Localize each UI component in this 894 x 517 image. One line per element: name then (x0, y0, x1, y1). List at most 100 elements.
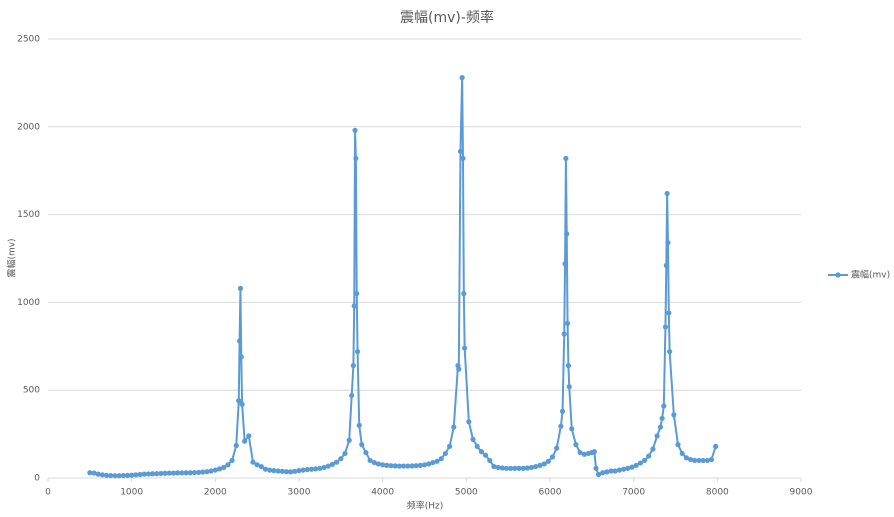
data-point (577, 449, 583, 456)
y-tick-label: 1500 (17, 210, 40, 220)
data-point (413, 463, 419, 469)
data-point (137, 471, 143, 478)
data-point (95, 471, 101, 477)
data-point (438, 456, 444, 462)
data-point (334, 459, 340, 465)
y-tick-label: 500 (23, 386, 40, 396)
data-point (325, 463, 331, 469)
data-point (549, 454, 556, 460)
data-point (300, 467, 306, 473)
data-point (457, 148, 464, 154)
data-point (400, 463, 407, 469)
data-point (353, 155, 359, 162)
data-point (641, 457, 648, 464)
data-point (460, 155, 466, 162)
data-point (99, 472, 105, 478)
data-point (200, 469, 206, 475)
data-point (621, 466, 627, 472)
data-point (196, 469, 202, 475)
data-point (503, 465, 510, 471)
y-axis-label: 震幅(mv) (6, 238, 18, 277)
data-point (396, 463, 402, 469)
data-point (491, 463, 497, 470)
data-point (459, 75, 465, 81)
data-point (569, 426, 575, 432)
data-point (359, 442, 365, 448)
data-point (474, 443, 480, 449)
data-point (239, 401, 245, 407)
data-point (384, 462, 390, 468)
data-point (537, 462, 543, 468)
data-point (664, 190, 670, 197)
data-point (482, 452, 489, 458)
data-point (417, 462, 423, 468)
data-point (662, 324, 669, 330)
data-point (612, 468, 618, 474)
data-point (708, 456, 715, 463)
data-point (120, 472, 126, 479)
data-point (566, 384, 572, 390)
data-point (258, 463, 264, 470)
data-point (462, 345, 468, 351)
data-point (495, 464, 501, 471)
data-point (356, 422, 362, 428)
data-point (170, 470, 177, 476)
data-point (565, 363, 572, 369)
data-point (267, 467, 273, 473)
data-point (158, 470, 164, 477)
x-tick-label: 6000 (539, 488, 562, 498)
y-tick-label: 0 (34, 474, 40, 484)
data-point (216, 466, 223, 472)
data-point (233, 442, 239, 449)
data-point (351, 303, 357, 309)
data-point (250, 459, 256, 465)
data-point (421, 462, 428, 468)
data-point (687, 456, 694, 463)
data-point (329, 461, 336, 467)
data-point (388, 463, 394, 469)
data-point (629, 464, 635, 470)
data-point (563, 155, 569, 162)
data-point (608, 468, 614, 474)
data-point (562, 261, 568, 267)
data-point (661, 403, 667, 409)
data-point (129, 472, 135, 478)
chart-title: 震幅(mv)-频率 (400, 9, 494, 26)
data-point (520, 465, 526, 471)
data-point (625, 465, 631, 471)
data-point (236, 338, 243, 344)
data-point (478, 449, 484, 455)
data-point (371, 459, 377, 466)
data-point (367, 457, 373, 464)
x-tick-label: 3000 (288, 488, 311, 498)
data-point (236, 398, 242, 404)
data-point (554, 445, 560, 451)
data-point (363, 449, 369, 456)
data-point (237, 285, 244, 291)
data-point (564, 320, 571, 327)
data-point (154, 471, 160, 477)
x-tick-label: 2000 (204, 488, 227, 498)
data-point (528, 464, 535, 471)
data-point (238, 354, 244, 360)
data-point (350, 363, 356, 369)
data-point (204, 469, 210, 475)
data-point (352, 127, 358, 133)
data-point (516, 465, 522, 471)
data-point (229, 457, 235, 464)
data-point (667, 348, 673, 355)
x-tick-label: 5000 (455, 488, 478, 498)
x-tick-label: 4000 (371, 488, 394, 498)
x-tick-label: 1000 (120, 488, 143, 498)
data-point (671, 412, 677, 418)
data-point (108, 472, 114, 479)
data-point (141, 471, 147, 477)
data-point (434, 458, 440, 464)
data-point (663, 262, 669, 269)
data-point (447, 443, 453, 449)
data-point (162, 470, 168, 476)
data-point (354, 348, 361, 355)
data-point (593, 465, 599, 471)
data-point (288, 469, 294, 475)
